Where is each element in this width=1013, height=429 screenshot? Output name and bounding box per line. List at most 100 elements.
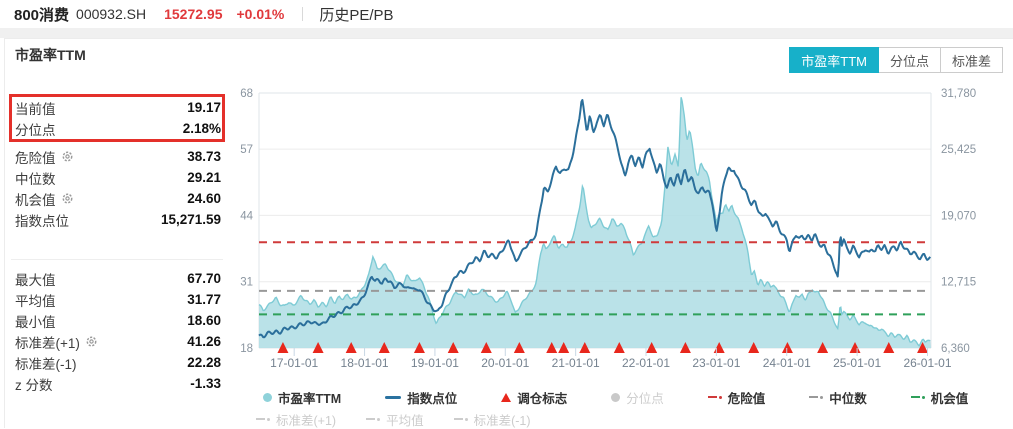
y-right-tick: 25,425 — [941, 144, 976, 156]
legend-item[interactable]: 标准差(-1) — [453, 410, 531, 429]
legend-item[interactable]: 标准差(+1) — [256, 410, 336, 429]
tab-percentile[interactable]: 分位点 — [877, 47, 941, 73]
legend-item[interactable]: 机会值 — [910, 388, 969, 407]
tab-pe-ttm[interactable]: 市盈率TTM — [789, 47, 879, 73]
stat-value: 18.60 — [187, 313, 221, 328]
rebalance-marker-icon — [312, 342, 324, 353]
legend-item[interactable]: 分位点 — [611, 388, 664, 407]
triangle-legend-icon — [501, 392, 512, 402]
stat-label: 危险值 — [15, 147, 74, 167]
legend-label: 调仓标志 — [517, 391, 568, 406]
highlighted-stats-box: 当前值 19.17 分位点 2.18% — [9, 94, 225, 142]
x-axis-tick: 26-01-01 — [903, 356, 951, 370]
legend-label: 危险值 — [727, 391, 766, 406]
legend-item[interactable]: 危险值 — [707, 388, 766, 407]
stat-row: 机会值 24.60 — [9, 188, 225, 209]
stat-label: 中位数 — [15, 171, 56, 187]
stats-panel: 当前值 19.17 分位点 2.18% 危险值 38.73 中位数 29.21 机会值 24.6… — [9, 94, 225, 394]
stat-value: 41.26 — [187, 334, 221, 349]
legend-item[interactable]: 指数点位 — [385, 388, 457, 407]
metric-tab-group: 市盈率TTM 分位点 标准差 — [789, 47, 1003, 73]
index-name: 800消费 — [14, 6, 70, 24]
stat-value: 24.60 — [187, 191, 221, 206]
legend-item[interactable]: 中位数 — [809, 388, 867, 407]
stat-row: z 分数 -1.33 — [9, 373, 225, 394]
legend-label: 标准差(+1) — [276, 413, 337, 428]
y-right-tick: 6,360 — [941, 343, 970, 355]
circle-legend-icon — [263, 392, 272, 402]
legend-label: 指数点位 — [407, 391, 458, 406]
history-pe-pb-link[interactable]: 历史PE/PB — [319, 6, 394, 24]
chart-svg: 68 57 44 31 18 31,780 25,425 19,070 12,715 6,360 1… — [240, 88, 976, 370]
stat-label: 指数点位 — [15, 213, 69, 229]
legend-label: 中位数 — [829, 391, 867, 406]
dashdot-legend-icon — [809, 395, 824, 399]
stat-value: 31.77 — [187, 292, 221, 307]
x-axis-tick: 22-01-01 — [622, 356, 670, 370]
legend-item[interactable]: 平均值 — [366, 410, 424, 429]
stat-row: 指数点位 15,271.59 — [9, 209, 225, 230]
legend-label: 标准差(-1) — [473, 413, 531, 428]
legend-label: 机会值 — [930, 391, 969, 406]
pe-ttm-chart: 68 57 44 31 18 31,780 25,425 19,070 12,715 6,360 1… — [233, 86, 1013, 386]
rebalance-marker-icon — [817, 342, 829, 353]
legend-label: 分位点 — [626, 391, 664, 406]
x-axis-tick: 18-01-01 — [341, 356, 389, 370]
x-axis-tick: 21-01-01 — [552, 356, 600, 370]
legend-label: 平均值 — [386, 413, 424, 428]
stat-row: 最小值 18.60 — [9, 310, 225, 331]
stats-divider — [11, 259, 223, 260]
stats-group-extremes: 最大值 67.70 平均值 31.77 最小值 18.60 标准差(+1) 41.26 标准差(… — [9, 268, 225, 394]
header-divider — [302, 7, 304, 21]
rebalance-marker-icon — [679, 342, 691, 353]
x-axis-tick: 17-01-01 — [270, 356, 318, 370]
index-price: 15272.95 — [164, 6, 223, 22]
stat-value: 15,271.59 — [160, 212, 221, 227]
line-legend-icon — [385, 395, 402, 399]
rebalance-marker-icon — [917, 342, 929, 353]
legend-item[interactable]: 调仓标志 — [501, 388, 567, 407]
x-axis-tick: 23-01-01 — [692, 356, 740, 370]
rebalance-marker-icon — [480, 342, 492, 353]
stat-label: 当前值 — [15, 101, 56, 117]
stat-label: 标准差(+1) — [15, 332, 98, 352]
stat-row: 标准差(-1) 22.28 — [9, 352, 225, 373]
dashdot-legend-icon — [707, 395, 722, 399]
chart-legend-row2: 标准差(+1) 平均值 标准差(-1) — [256, 410, 531, 429]
circle-legend-icon — [611, 392, 621, 402]
legend-item[interactable]: 市盈率TTM — [263, 388, 341, 407]
dashdot-legend-icon — [453, 417, 468, 421]
dashdot-legend-icon — [366, 417, 381, 421]
gear-icon[interactable] — [61, 150, 74, 163]
rebalance-marker-icon — [748, 342, 760, 353]
stat-value: 22.28 — [187, 355, 221, 370]
rebalance-marker-icon — [781, 342, 793, 353]
rebalance-marker-icon — [883, 342, 895, 353]
y-right-tick: 12,715 — [941, 277, 976, 289]
card-title: 市盈率TTM — [15, 47, 86, 63]
rebalance-marker-icon — [579, 342, 591, 353]
stat-row: 最大值 67.70 — [9, 268, 225, 289]
x-axis-tick: 25-01-01 — [833, 356, 881, 370]
stats-group-thresholds: 危险值 38.73 中位数 29.21 机会值 24.60 指数点位 15,271.59 — [9, 146, 225, 230]
rebalance-marker-icon — [378, 342, 390, 353]
rebalance-marker-icon — [277, 342, 289, 353]
stat-row: 当前值 19.17 — [12, 97, 222, 118]
chart-legend-row1: 市盈率TTM 指数点位 调仓标志 分位点 危险值 中位数 机会值 — [263, 388, 969, 407]
rebalance-marker-icon — [447, 342, 459, 353]
index-change-percent: +0.01% — [236, 6, 285, 22]
stat-value: 38.73 — [187, 149, 221, 164]
rebalance-marker-icon — [646, 342, 658, 353]
gear-icon[interactable] — [85, 335, 98, 348]
legend-label: 市盈率TTM — [278, 391, 342, 406]
index-code: 000932.SH — [76, 6, 147, 22]
header: 800消费 000932.SH 15272.95 +0.01% 历史PE/PB — [0, 0, 1013, 28]
rebalance-marker-icon — [513, 342, 525, 353]
tab-std-dev[interactable]: 标准差 — [939, 47, 1003, 73]
stat-label: 最大值 — [15, 272, 56, 288]
stat-row: 分位点 2.18% — [12, 118, 222, 139]
rebalance-marker-icon — [613, 342, 625, 353]
stat-label: 分位点 — [15, 122, 56, 138]
gear-icon[interactable] — [61, 192, 74, 205]
